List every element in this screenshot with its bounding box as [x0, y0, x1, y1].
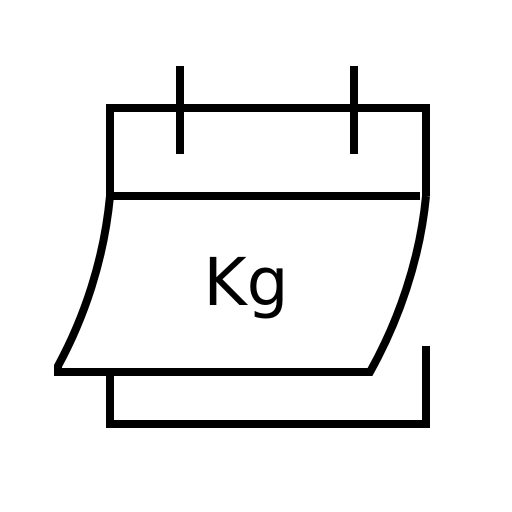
- calendar-header: [106, 104, 430, 196]
- calendar-back-sheet: [106, 346, 430, 428]
- weight-unit-label: Kg: [203, 244, 288, 321]
- calendar-front-page: [54, 195, 430, 376]
